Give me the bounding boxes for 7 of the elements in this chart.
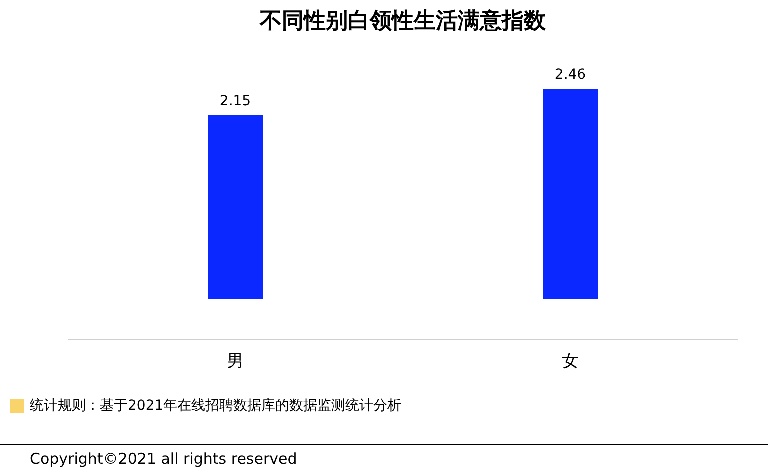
text: 统计规则：基于2021年在线招聘数据库的数据监测统计分析 (30, 397, 402, 415)
data-label: 2.15 (220, 93, 252, 110)
chart-title: 不同性别白领性生活满意指数 (259, 9, 547, 34)
text: Copyright©2021 all rights reserved (30, 450, 298, 468)
x-tick-label: 女 (562, 352, 579, 372)
x-tick-label: 男 (227, 352, 244, 372)
data-label: 2.46 (554, 67, 586, 83)
